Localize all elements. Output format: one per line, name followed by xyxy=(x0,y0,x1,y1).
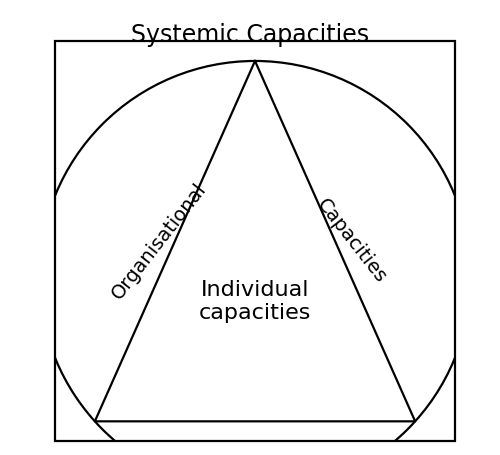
Text: Organisational: Organisational xyxy=(108,179,210,303)
Text: Individual
capacities: Individual capacities xyxy=(199,280,311,323)
Text: Capacities: Capacities xyxy=(312,195,390,287)
Text: Systemic Capacities: Systemic Capacities xyxy=(131,23,369,47)
